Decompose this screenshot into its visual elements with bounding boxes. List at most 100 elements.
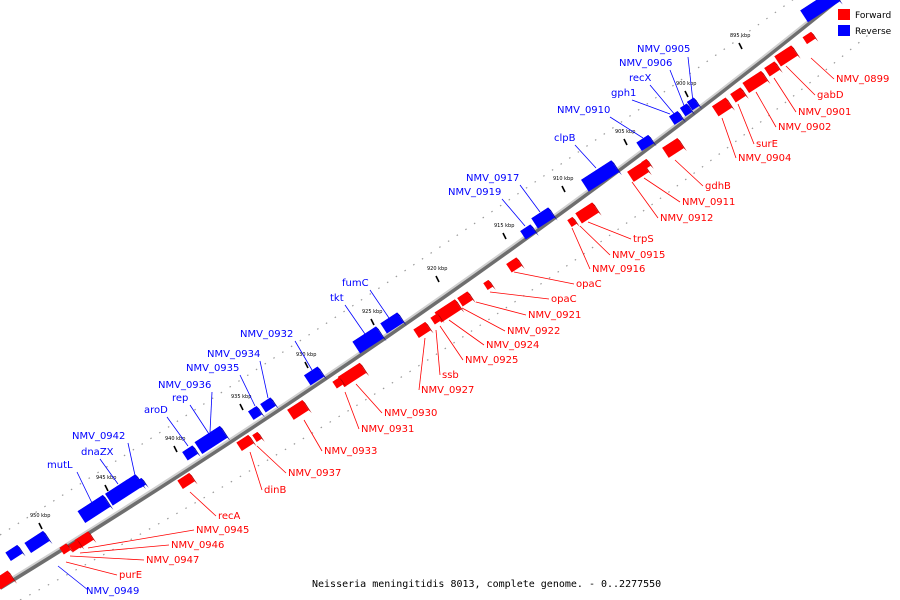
forward-gene-18[interactable] — [332, 377, 347, 389]
gene-label[interactable]: fumC — [342, 278, 369, 289]
gene-label[interactable]: NMV_0933 — [324, 446, 377, 457]
legend-forward-label: Forward — [855, 11, 891, 21]
reverse-gene-14[interactable] — [182, 445, 201, 461]
gene-label[interactable]: NMV_0946 — [171, 540, 224, 551]
gene-label[interactable]: NMV_0947 — [146, 555, 199, 566]
reverse-gene-0[interactable] — [800, 0, 843, 23]
gene-label[interactable]: aroD — [144, 405, 168, 416]
reverse-gene-19[interactable] — [5, 544, 26, 562]
gene-label[interactable]: NMV_0942 — [72, 431, 125, 442]
gene-label[interactable]: NMV_0915 — [612, 250, 665, 261]
reverse-gene-13[interactable] — [194, 425, 231, 455]
forward-gene-3[interactable] — [742, 70, 771, 94]
gene-label[interactable]: NMV_0932 — [240, 329, 293, 340]
gene-label[interactable]: opaC — [576, 279, 602, 290]
gene-label[interactable]: NMV_0901 — [798, 107, 851, 118]
reverse-gene-1[interactable] — [686, 97, 703, 111]
gene-side — [77, 539, 85, 550]
gene-label[interactable]: dinB — [264, 485, 286, 496]
forward-gene-11[interactable] — [506, 257, 525, 273]
gene-label[interactable]: NMV_0922 — [507, 326, 560, 337]
forward-gene-9[interactable] — [575, 202, 602, 224]
forward-gene-16[interactable] — [413, 321, 434, 339]
forward-gene-26[interactable] — [0, 570, 17, 590]
forward-gene-6[interactable] — [662, 138, 687, 158]
gene-label[interactable]: dnaZX — [81, 447, 114, 458]
gene-label[interactable]: gabD — [817, 90, 844, 101]
reverse-gene-16[interactable] — [77, 494, 114, 524]
forward-gene-14[interactable] — [434, 299, 465, 323]
gene-label[interactable]: NMV_0912 — [660, 213, 713, 224]
gene-label[interactable]: NMV_0905 — [637, 44, 690, 55]
gene-label[interactable]: NMV_0945 — [196, 525, 249, 536]
leader-line — [519, 184, 541, 213]
gene-label[interactable]: NMV_0904 — [738, 153, 791, 164]
forward-gene-12[interactable] — [483, 280, 496, 290]
forward-gene-13[interactable] — [457, 291, 476, 307]
gene-label[interactable]: NMV_0937 — [288, 468, 341, 479]
gene-label[interactable]: NMV_0917 — [466, 173, 519, 184]
gene-label[interactable]: NMV_0924 — [486, 340, 539, 351]
legend-forward-swatch — [838, 9, 850, 20]
gene-label[interactable]: opaC — [551, 294, 577, 305]
forward-gene-21[interactable] — [252, 432, 265, 442]
forward-gene-17[interactable] — [337, 362, 370, 388]
gene-side — [760, 70, 771, 85]
gene-label[interactable]: NMV_0921 — [528, 310, 581, 321]
forward-gene-4[interactable] — [730, 87, 749, 103]
gene-label[interactable]: recX — [629, 73, 652, 84]
forward-gene-8[interactable] — [641, 159, 654, 169]
reverse-gene-17[interactable] — [136, 478, 149, 488]
gene-label[interactable]: mutL — [47, 460, 73, 471]
gene-label[interactable]: NMV_0930 — [384, 408, 437, 419]
gene-label[interactable]: NMV_0936 — [158, 380, 211, 391]
forward-gene-22[interactable] — [177, 472, 198, 490]
gene-label[interactable]: NMV_0906 — [619, 58, 672, 69]
gene-label[interactable]: NMV_0919 — [448, 187, 501, 198]
gene-label[interactable]: rep — [172, 393, 188, 404]
gene-label[interactable]: surE — [756, 139, 778, 150]
gene-label[interactable]: NMV_0916 — [592, 264, 645, 275]
gene-label[interactable]: gph1 — [611, 88, 636, 99]
gene-face — [483, 280, 493, 290]
reverse-gene-6[interactable] — [531, 207, 558, 229]
forward-gene-2[interactable] — [764, 61, 783, 77]
gene-label[interactable]: NMV_0927 — [421, 385, 474, 396]
reverse-gene-18[interactable] — [24, 530, 53, 554]
gene-label[interactable]: NMV_0911 — [682, 197, 735, 208]
gene-label[interactable]: NMV_0931 — [361, 424, 414, 435]
reverse-gene-10[interactable] — [304, 366, 327, 386]
gene-label[interactable]: purE — [119, 570, 142, 581]
gene-label[interactable]: tkt — [330, 293, 344, 304]
reverse-gene-7[interactable] — [520, 224, 539, 240]
reverse-gene-12[interactable] — [248, 406, 265, 420]
forward-gene-15[interactable] — [430, 313, 445, 325]
gene-label[interactable]: NMV_0934 — [207, 349, 260, 360]
reverse-gene-8[interactable] — [380, 312, 407, 334]
gene-label[interactable]: NMV_0910 — [557, 105, 610, 116]
reverse-gene-5[interactable] — [581, 160, 622, 192]
gene-label[interactable]: trpS — [633, 234, 654, 245]
reverse-gene-11[interactable] — [260, 397, 279, 413]
gene-label[interactable]: gdhB — [705, 181, 731, 192]
gene-label[interactable]: recA — [218, 511, 241, 522]
reverse-gene-4[interactable] — [636, 134, 657, 152]
gene-label[interactable]: NMV_0899 — [836, 74, 889, 85]
forward-gene-5[interactable] — [712, 97, 735, 117]
reverse-gene-3[interactable] — [669, 111, 686, 125]
reverse-gene-9[interactable] — [352, 326, 387, 354]
forward-gene-24[interactable] — [68, 539, 85, 553]
forward-gene-0[interactable] — [802, 31, 819, 45]
gene-label[interactable]: NMV_0935 — [186, 363, 239, 374]
leader-line — [369, 289, 390, 319]
gene-label[interactable]: NMV_0949 — [86, 586, 139, 597]
forward-gene-25[interactable] — [59, 543, 74, 555]
forward-gene-19[interactable] — [287, 400, 312, 420]
gene-label[interactable]: ssb — [442, 370, 459, 381]
gene-label[interactable]: NMV_0902 — [778, 122, 831, 133]
forward-gene-20[interactable] — [236, 434, 257, 452]
forward-gene-1[interactable] — [774, 45, 801, 67]
forward-gene-10[interactable] — [567, 217, 580, 227]
gene-label[interactable]: clpB — [554, 133, 576, 144]
gene-label[interactable]: NMV_0925 — [465, 355, 518, 366]
